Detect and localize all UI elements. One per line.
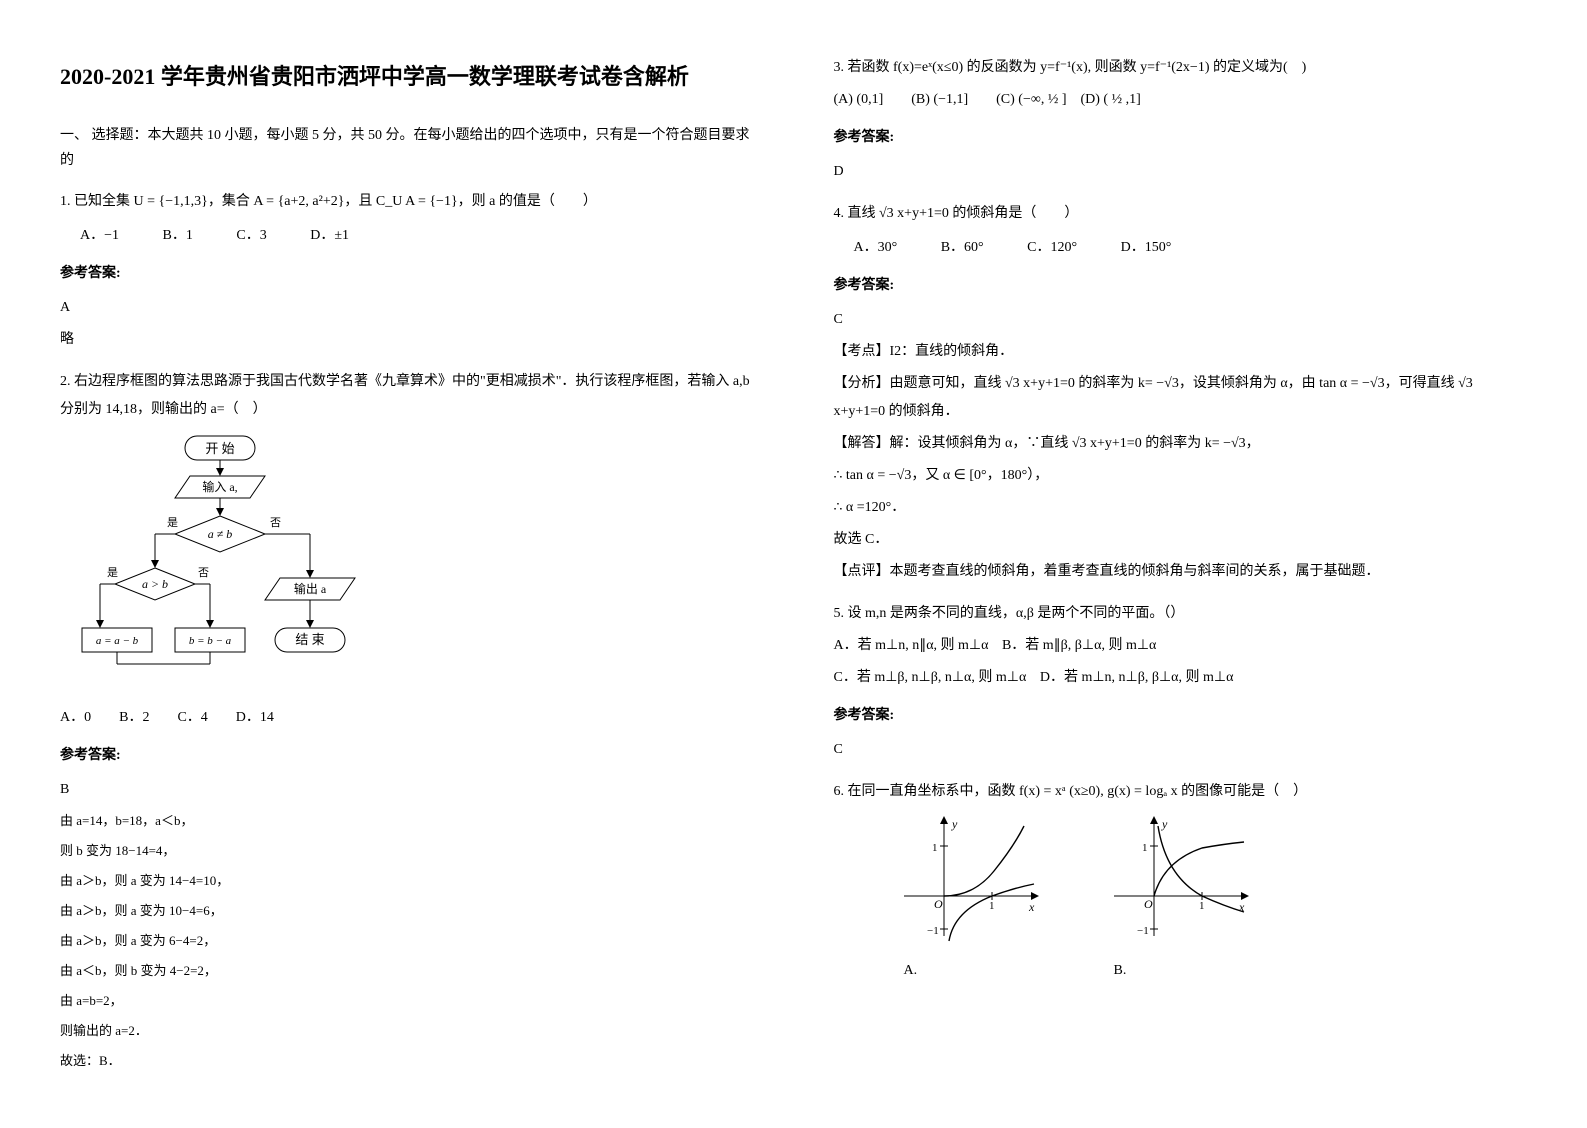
right-column: 3. 若函数 f(x)=eˣ(x≤0) 的反函数为 y=f⁻¹(x), 则函数 … [834, 40, 1528, 1088]
q4-ref-label: 参考答案: [834, 272, 1528, 300]
q6-graphs: O x y 1 −1 1 A. [894, 816, 1528, 985]
q4-kaodian: 【考点】I2：直线的倾斜角． [834, 338, 1528, 366]
q5-opt-d: D．若 m⊥n, n⊥β, β⊥α, 则 m⊥α [1040, 670, 1234, 685]
flow-no2: 否 [198, 567, 209, 579]
q1-opt-d: D．±1 [310, 222, 349, 250]
q2-step-3: 由 a＞b，则 a 变为 10−4=6， [60, 898, 754, 924]
flow-output: 输出 a [294, 581, 327, 596]
q3-options: (A) (0,1] (B) (−1,1] (C) (−∞, ½ ] (D) ( … [834, 86, 1528, 114]
svg-text:1: 1 [1199, 900, 1205, 912]
q4-opt-a: A．30° [854, 234, 898, 262]
q6-label-a: A. [904, 957, 1044, 985]
q3-ref-label: 参考答案: [834, 124, 1528, 152]
q2-flowchart: 开 始 输入 a, a ≠ b 是 否 [80, 434, 754, 694]
q6-label-b: B. [1114, 957, 1254, 985]
svg-text:y: y [951, 817, 958, 831]
q2-ref-label: 参考答案: [60, 742, 754, 770]
q2-step-1: 则 b 变为 18−14=4， [60, 838, 754, 864]
q4-jd-0: ∴ tan α = −√3，又 α ∈ [0°，180°）， [834, 462, 1528, 490]
flow-cond1: a ≠ b [208, 527, 233, 541]
svg-text:x: x [1028, 900, 1035, 914]
q2-step-7: 则输出的 a=2． [60, 1018, 754, 1044]
q4-jieda-label: 【解答】解：设其倾斜角为 α，∵直线 √3 x+y+1=0 的斜率为 k= −√… [834, 430, 1528, 458]
q5-row1: A．若 m⊥n, n∥α, 则 m⊥α B．若 m∥β, β⊥α, 则 m⊥α [834, 632, 1528, 660]
q4-answer: C [834, 306, 1528, 334]
svg-text:1: 1 [989, 900, 995, 912]
flow-end: 结 束 [295, 632, 324, 647]
q6-stem: 6. 在同一直角坐标系中，函数 f(x) = xᵃ (x≥0), g(x) = … [834, 778, 1528, 806]
q5-ref-label: 参考答案: [834, 702, 1528, 730]
q1-opt-a: A．−1 [80, 222, 119, 250]
svg-text:O: O [1144, 897, 1153, 911]
q4-opt-d: D．150° [1121, 234, 1172, 262]
q1-opt-b: B．1 [163, 222, 193, 250]
q4-fenxi: 【分析】由题意可知，直线 √3 x+y+1=0 的斜率为 k= −√3，设其倾斜… [834, 370, 1528, 426]
q4-dianping: 【点评】本题考查直线的倾斜角，着重考查直线的倾斜角与斜率间的关系，属于基础题． [834, 558, 1528, 586]
question-6: 6. 在同一直角坐标系中，函数 f(x) = xᵃ (x≥0), g(x) = … [834, 778, 1528, 985]
q2-step-4: 由 a＞b，则 a 变为 6−4=2， [60, 928, 754, 954]
left-column: 2020-2021 学年贵州省贵阳市洒坪中学高一数学理联考试卷含解析 一、 选择… [60, 40, 754, 1088]
q2-step-8: 故选：B． [60, 1048, 754, 1074]
q5-opt-b: B．若 m∥β, β⊥α, 则 m⊥α [1002, 638, 1156, 653]
q5-answer: C [834, 736, 1528, 764]
q5-opt-a: A．若 m⊥n, n∥α, 则 m⊥α [834, 638, 989, 653]
q5-stem: 5. 设 m,n 是两条不同的直线，α,β 是两个不同的平面。（） [834, 600, 1528, 628]
svg-text:1: 1 [932, 842, 938, 854]
flow-start: 开 始 [205, 441, 234, 456]
flow-cond2: a > b [142, 577, 168, 591]
svg-text:−1: −1 [927, 925, 939, 937]
q1-opt-c: C．3 [236, 222, 266, 250]
q2-step-5: 由 a＜b，则 b 变为 4−2=2， [60, 958, 754, 984]
exam-title: 2020-2021 学年贵州省贵阳市洒坪中学高一数学理联考试卷含解析 [60, 60, 754, 93]
q6-graph-b: O x y 1 −1 1 B. [1104, 816, 1254, 985]
q5-row2: C．若 m⊥β, n⊥β, n⊥α, 则 m⊥α D．若 m⊥n, n⊥β, β… [834, 664, 1528, 692]
q5-opt-c: C．若 m⊥β, n⊥β, n⊥α, 则 m⊥α [834, 670, 1027, 685]
q4-stem: 4. 直线 √3 x+y+1=0 的倾斜角是（ ） [834, 200, 1528, 228]
question-4: 4. 直线 √3 x+y+1=0 的倾斜角是（ ） A．30° B．60° C．… [834, 200, 1528, 586]
q6-graph-a: O x y 1 −1 1 A. [894, 816, 1044, 985]
flow-yes1: 是 [167, 516, 178, 529]
q4-jd-2: 故选 C． [834, 526, 1528, 554]
q1-answer: A [60, 294, 754, 322]
svg-text:−1: −1 [1137, 925, 1149, 937]
q2-stem: 2. 右边程序框图的算法思路源于我国古代数学名著《九章算术》中的"更相减损术"．… [60, 368, 754, 424]
question-2: 2. 右边程序框图的算法思路源于我国古代数学名著《九章算术》中的"更相减损术"．… [60, 368, 754, 1074]
q4-options: A．30° B．60° C．120° D．150° [854, 234, 1528, 262]
q1-stem: 1. 已知全集 U = {−1,1,3}，集合 A = {a+2, a²+2}，… [60, 188, 754, 216]
svg-text:O: O [934, 897, 943, 911]
q4-opt-b: B．60° [941, 234, 984, 262]
svg-text:y: y [1161, 817, 1168, 831]
q2-options: A．0 B．2 C．4 D．14 [60, 704, 754, 732]
question-1: 1. 已知全集 U = {−1,1,3}，集合 A = {a+2, a²+2}，… [60, 188, 754, 354]
q3-answer: D [834, 158, 1528, 186]
q2-step-2: 由 a＞b，则 a 变为 14−4=10， [60, 868, 754, 894]
flow-no1: 否 [270, 517, 281, 529]
flow-left-box: a = a − b [96, 635, 139, 647]
q1-extra: 略 [60, 326, 754, 354]
question-5: 5. 设 m,n 是两条不同的直线，α,β 是两个不同的平面。（） A．若 m⊥… [834, 600, 1528, 764]
q2-step-0: 由 a=14，b=18，a＜b， [60, 808, 754, 834]
q1-ref-label: 参考答案: [60, 260, 754, 288]
q2-answer: B [60, 776, 754, 804]
question-3: 3. 若函数 f(x)=eˣ(x≤0) 的反函数为 y=f⁻¹(x), 则函数 … [834, 54, 1528, 186]
q2-step-6: 由 a=b=2， [60, 988, 754, 1014]
q4-opt-c: C．120° [1027, 234, 1077, 262]
flow-yes2: 是 [107, 566, 118, 579]
q3-stem: 3. 若函数 f(x)=eˣ(x≤0) 的反函数为 y=f⁻¹(x), 则函数 … [834, 54, 1528, 82]
flow-input: 输入 a, [202, 479, 237, 494]
section-1-instructions: 一、 选择题：本大题共 10 小题，每小题 5 分，共 50 分。在每小题给出的… [60, 123, 754, 173]
q4-jd-1: ∴ α =120°． [834, 494, 1528, 522]
q1-options: A．−1 B．1 C．3 D．±1 [80, 222, 754, 250]
flow-right-box: b = b − a [189, 635, 232, 647]
svg-text:1: 1 [1142, 842, 1148, 854]
